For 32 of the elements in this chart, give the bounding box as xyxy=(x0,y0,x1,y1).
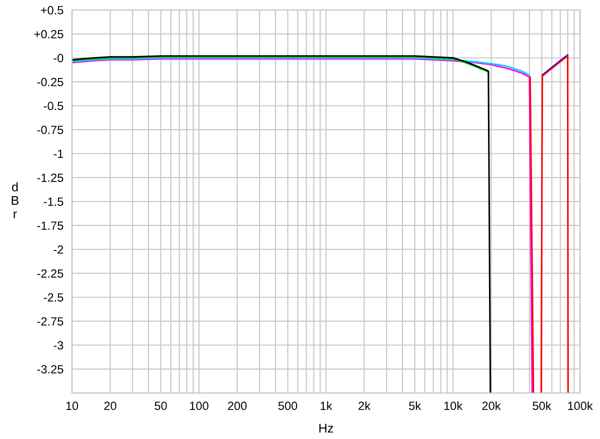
x-tick-label: 10 xyxy=(66,402,78,410)
y-tick-label: -2 xyxy=(54,245,64,254)
y-tick-label: -0.5 xyxy=(44,102,64,110)
y-tick-label: -2.5 xyxy=(44,293,64,302)
y-tick-label: -0.75 xyxy=(37,126,64,134)
x-axis-title: Hz xyxy=(319,424,334,433)
x-tick-label: 100 xyxy=(190,402,208,410)
y-tick-label: -1.25 xyxy=(37,174,64,182)
y-tick-label: -3.25 xyxy=(37,365,64,374)
x-tick-label: 5k xyxy=(409,401,422,410)
x-tick-label: 50 xyxy=(154,402,167,410)
line-series xyxy=(542,54,568,76)
y-tick-label: -2.75 xyxy=(37,317,64,326)
y-tick-label: -0 xyxy=(54,54,64,62)
y-tick-label: +0.25 xyxy=(34,30,64,38)
y-tick-label: -2.25 xyxy=(37,269,64,278)
x-tick-label: 200 xyxy=(228,402,247,410)
x-tick-label: 50k xyxy=(532,401,552,410)
x-tick-label: 100k xyxy=(568,401,593,410)
y-tick-label: -0.25 xyxy=(37,78,64,86)
x-tick-label: 500 xyxy=(278,402,298,410)
x-tick-label: 2k xyxy=(358,401,370,410)
x-tick-label: 10k xyxy=(444,401,463,410)
y-tick-label: -1.75 xyxy=(37,222,64,230)
y-tick-label: -1 xyxy=(54,150,64,158)
y-tick-label: -3 xyxy=(54,341,64,350)
x-tick-label: 1k xyxy=(320,401,332,410)
y-axis-title: dBr xyxy=(12,182,19,218)
y-tick-label: +0.5 xyxy=(40,6,64,14)
x-tick-label: 20 xyxy=(104,402,116,410)
y-tick-label: -1.5 xyxy=(44,198,64,206)
x-tick-label: 20k xyxy=(482,401,501,410)
